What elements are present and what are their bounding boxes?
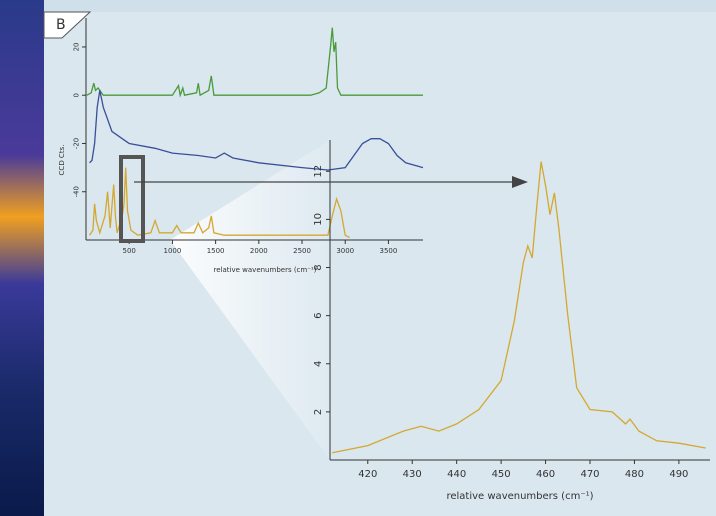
x-tick-label: 1000 xyxy=(163,247,181,255)
y-axis-label: CCD Cts. xyxy=(58,145,66,176)
x-tick-label: 480 xyxy=(625,469,644,480)
y-tick-label: 20 xyxy=(72,42,80,51)
x-tick-label: 440 xyxy=(447,469,466,480)
x-axis-label: relative wavenumbers (cm⁻¹) xyxy=(446,491,593,502)
y-tick-label: 8 xyxy=(313,264,324,270)
y-tick-label: -40 xyxy=(72,186,80,197)
spectrum-line xyxy=(89,90,424,171)
y-tick-label: 12 xyxy=(313,165,324,178)
y-tick-label: 10 xyxy=(313,213,324,226)
x-tick-label: 460 xyxy=(536,469,555,480)
x-tick-label: 450 xyxy=(492,469,511,480)
plots: 500 1000 1500 2000 2500 3000 3500 20 0 -20 -40 rela… xyxy=(58,18,710,502)
x-tick-label: 1500 xyxy=(207,247,225,255)
arrow-head xyxy=(512,176,528,188)
x-tick-label: 3000 xyxy=(336,247,354,255)
x-axis-label: relative wavenumbers (cm⁻¹) xyxy=(214,266,317,274)
side-strip xyxy=(0,0,44,516)
x-tick-label: 500 xyxy=(123,247,136,255)
spectrum-line xyxy=(86,27,423,98)
y-tick-label: 2 xyxy=(313,409,324,415)
x-tick-label: 3500 xyxy=(380,247,398,255)
x-tick-label: 490 xyxy=(669,469,688,480)
x-tick-label: 420 xyxy=(358,469,377,480)
x-tick-label: 2000 xyxy=(250,247,268,255)
zoom-box xyxy=(119,155,145,243)
x-tick-label: 2500 xyxy=(293,247,311,255)
panel-label-box xyxy=(43,11,92,39)
panel-label: B xyxy=(56,17,66,33)
y-tick-label: -20 xyxy=(72,138,80,149)
x-tick-label: 470 xyxy=(580,469,599,480)
y-tick-label: 6 xyxy=(313,312,324,318)
spectrum-line xyxy=(88,167,350,239)
spectrum-line xyxy=(332,161,706,454)
zoom-area xyxy=(330,140,716,460)
y-tick-label: 4 xyxy=(313,361,324,367)
y-tick-label: 0 xyxy=(72,93,80,97)
x-tick-label: 430 xyxy=(403,469,422,480)
